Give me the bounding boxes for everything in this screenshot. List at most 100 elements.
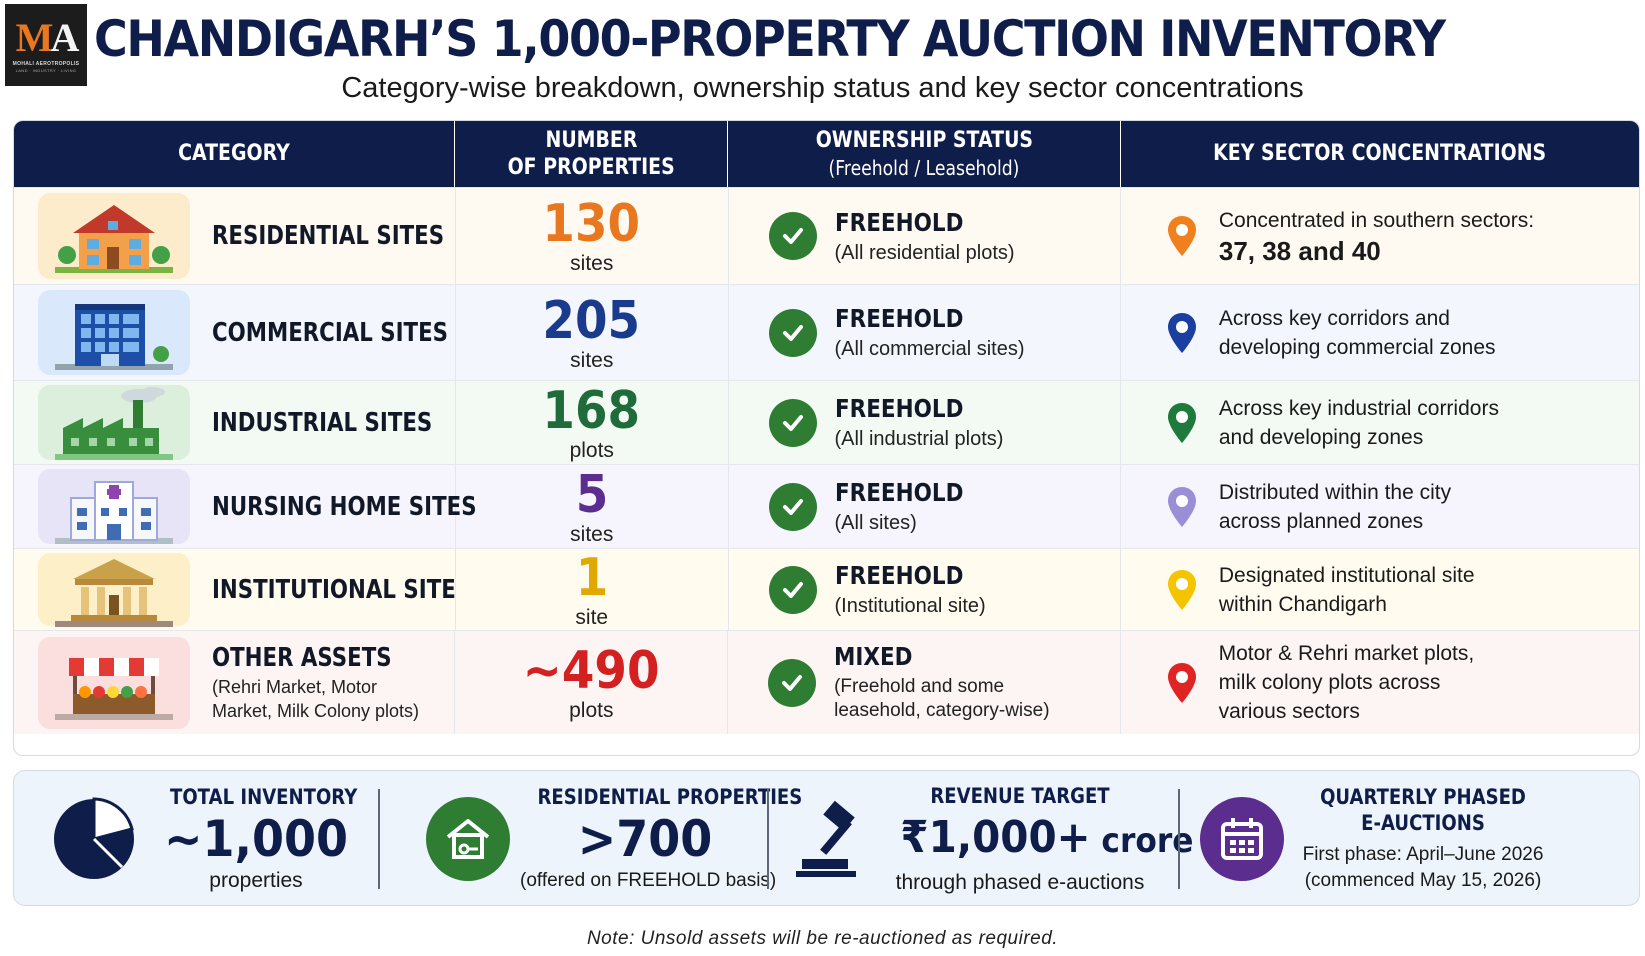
inventory-table: CATEGORY NUMBER OF PROPERTIES OWNERSHIP …	[13, 120, 1640, 756]
category-name: OTHER ASSETS	[212, 642, 392, 673]
location-pin-icon	[1167, 216, 1196, 256]
ownership-status: FREEHOLD	[834, 561, 963, 590]
sector-cell: Motor & Rehri market plots, milk colony …	[1121, 631, 1639, 734]
logo-mark: MA	[15, 14, 80, 60]
sector-text: Designated institutional site within Cha…	[1218, 563, 1475, 616]
location-pin-icon	[1167, 486, 1196, 527]
count-cell: 5 sites	[456, 465, 729, 548]
category-name: NURSING HOME SITES	[212, 491, 477, 522]
count-unit: plots	[569, 438, 614, 462]
count-unit: sites	[570, 348, 614, 372]
residential-sub: (offered on FREEHOLD basis)	[520, 870, 777, 891]
logo-tagline: LAND · INDUSTRY · LIVING	[15, 67, 77, 73]
ownership-status: MIXED	[834, 642, 913, 671]
total-label: TOTAL INVENTORY	[170, 785, 358, 809]
factory-icon	[38, 385, 190, 460]
quarterly-line-1: First phase: April–June 2026	[1302, 844, 1544, 865]
check-icon	[768, 308, 817, 357]
ownership-cell: MIXED (Freehold and some leasehold, cate…	[728, 631, 1121, 734]
count-cell: 168 plots	[456, 381, 729, 464]
sector-cell: Across key corridors and developing comm…	[1121, 285, 1639, 380]
office-building-icon	[38, 289, 190, 376]
quarterly-label-2: E-AUCTIONS	[1361, 811, 1485, 835]
location-pin-icon	[1167, 662, 1196, 703]
sector-text: Across key corridors and developing comm…	[1218, 306, 1496, 359]
ownership-note: (Institutional site)	[834, 595, 986, 617]
property-count: 205	[542, 290, 641, 351]
count-unit: site	[575, 605, 609, 629]
total-sub: properties	[209, 869, 303, 892]
home-key-icon	[426, 797, 510, 881]
summary-bar: TOTAL INVENTORY ~1,000 properties RESIDE…	[13, 770, 1640, 906]
category-cell: RESIDENTIAL SITES	[14, 188, 456, 284]
hospital-icon	[38, 469, 190, 544]
ownership-cell: FREEHOLD (All industrial plots)	[729, 381, 1121, 464]
calendar-icon	[1200, 797, 1284, 881]
logo-name: MOHALI AEROTROPOLIS	[12, 60, 80, 67]
page-subtitle: Category-wise breakdown, ownership statu…	[341, 72, 1304, 104]
ownership-note: (All commercial sites)	[834, 338, 1025, 360]
count-cell: ~490 plots	[455, 631, 729, 734]
table-row: INDUSTRIAL SITES 168 plots FREEHOLD (All…	[14, 380, 1639, 464]
ownership-status: FREEHOLD	[834, 207, 963, 237]
divider	[1178, 789, 1180, 889]
ownership-status: FREEHOLD	[834, 478, 963, 507]
count-cell: 205 sites	[456, 285, 729, 380]
pie-chart-icon	[52, 797, 136, 881]
column-header-number: NUMBER OF PROPERTIES	[455, 121, 729, 187]
sector-cell: Concentrated in southern sectors: 37, 38…	[1121, 188, 1639, 284]
category-name: COMMERCIAL SITES	[212, 317, 449, 348]
property-count: 5	[575, 464, 609, 525]
market-stall-icon	[38, 636, 190, 729]
count-cell: 130 sites	[456, 188, 729, 284]
check-icon	[768, 565, 817, 614]
category-cell: NURSING HOME SITES	[14, 465, 477, 548]
sector-text: Distributed within the city across plann…	[1218, 480, 1452, 533]
footnote: Note: Unsold assets will be re-auctioned…	[586, 928, 1059, 949]
sector-highlight: 37, 38 and 40	[1218, 235, 1381, 266]
revenue-value: ₹1,000+ crore	[900, 811, 1194, 863]
category-cell: INDUSTRIAL SITES	[14, 381, 456, 464]
ownership-note: (All industrial plots)	[834, 428, 1004, 450]
column-header-sectors: KEY SECTOR CONCENTRATIONS	[1213, 141, 1547, 166]
category-name: INDUSTRIAL SITES	[212, 407, 433, 438]
property-count: 130	[542, 194, 641, 254]
column-header-category: CATEGORY	[14, 121, 456, 187]
property-count: 168	[542, 380, 641, 441]
residential-label: RESIDENTIAL PROPERTIES	[537, 785, 803, 809]
quarterly-block: QUARTERLY PHASED E-AUCTIONS First phase:…	[1200, 771, 1620, 907]
divider	[378, 789, 380, 889]
ownership-cell: FREEHOLD (All sites)	[729, 465, 1121, 548]
category-cell: OTHER ASSETS (Rehri Market, Motor Market…	[14, 631, 456, 734]
sector-cell: Distributed within the city across plann…	[1121, 465, 1639, 548]
location-pin-icon	[1167, 312, 1196, 353]
gavel-icon	[794, 797, 884, 881]
table-header: CATEGORY NUMBER OF PROPERTIES OWNERSHIP …	[14, 121, 1639, 187]
count-unit: sites	[570, 522, 614, 546]
count-unit: plots	[569, 698, 614, 722]
sector-text: Motor & Rehri market plots, milk colony …	[1218, 642, 1475, 723]
ownership-cell: FREEHOLD (All residential plots)	[729, 188, 1121, 284]
table-row: COMMERCIAL SITES 205 sites FREEHOLD (All…	[14, 284, 1639, 380]
sector-text: Across key industrial corridors and deve…	[1218, 396, 1499, 449]
ownership-status: FREEHOLD	[834, 394, 963, 423]
table-row: RESIDENTIAL SITES 130 sites FREEHOLD (Al…	[14, 187, 1639, 284]
brand-logo: MA MOHALI AEROTROPOLIS LAND · INDUSTRY ·…	[5, 4, 87, 86]
quarterly-line-2: (commenced May 15, 2026)	[1304, 870, 1542, 891]
ownership-note: (Freehold and some leasehold, category-w…	[834, 676, 1050, 721]
check-icon	[768, 482, 817, 531]
property-count: 1	[575, 547, 609, 608]
ownership-status: FREEHOLD	[834, 304, 963, 333]
category-note: (Rehri Market, Motor Market, Milk Colony…	[212, 676, 420, 721]
location-pin-icon	[1167, 402, 1196, 443]
revenue-block: REVENUE TARGET ₹1,000+ crore through pha…	[794, 771, 1194, 907]
category-cell: COMMERCIAL SITES	[14, 285, 456, 380]
table-row: NURSING HOME SITES 5 sites FREEHOLD (All…	[14, 464, 1639, 548]
property-count: ~490	[522, 640, 660, 701]
residential-value: >700	[577, 810, 713, 868]
sector-text: Concentrated in southern sectors:	[1218, 208, 1535, 232]
quarterly-label-1: QUARTERLY PHASED	[1320, 785, 1526, 809]
ownership-cell: FREEHOLD (Institutional site)	[729, 549, 1121, 630]
count-cell: 1 site	[456, 549, 729, 630]
table-row: OTHER ASSETS (Rehri Market, Motor Market…	[14, 630, 1639, 734]
